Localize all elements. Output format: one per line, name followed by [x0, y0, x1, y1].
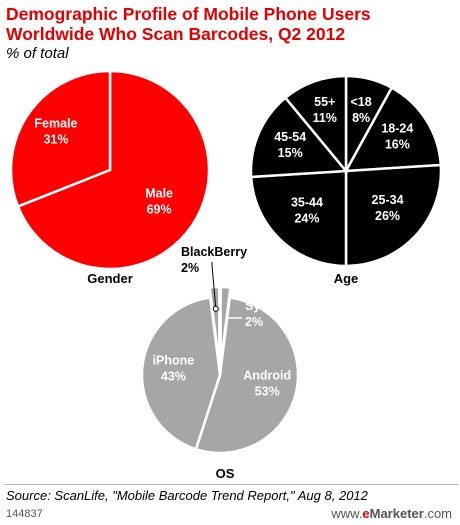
label-gender-male: Male	[145, 186, 173, 200]
value-os-symbian: 2%	[245, 315, 263, 329]
slice-gender-female	[9, 69, 112, 209]
chart-id: 144837	[6, 508, 43, 520]
label-age-2534: 25-34	[372, 193, 404, 207]
value-os-blackberry: 2%	[181, 261, 199, 275]
label-os-symbian: Symbian	[245, 299, 297, 313]
value-age-3544: 24%	[294, 212, 319, 226]
slice-os-android	[194, 296, 300, 455]
value-age-18: 8%	[352, 111, 370, 125]
value-gender-male: 69%	[147, 202, 172, 216]
slice-os-iphone	[140, 296, 222, 451]
label-age-3544: 35-44	[291, 196, 323, 210]
leader-blackberry	[211, 262, 217, 309]
label-gender-female: Female	[34, 116, 77, 130]
label-os-blackberry: BlackBerry	[181, 245, 247, 259]
chart-subtitle: % of total	[6, 45, 69, 62]
label-os-iphone: iPhone	[153, 354, 195, 368]
slice-age-2534	[344, 163, 443, 268]
label-age-1824: 18-24	[381, 121, 413, 135]
pie-title-age: Age	[334, 271, 359, 286]
brand-suffix: .com	[423, 506, 452, 521]
brand-name: Marketer	[369, 506, 424, 521]
footer-divider	[4, 484, 458, 485]
label-os-android: Android	[243, 369, 291, 383]
label-age-4554: 45-54	[274, 130, 306, 144]
value-os-iphone: 43%	[161, 370, 186, 384]
slice-age-55	[283, 74, 348, 175]
slice-age-4554	[249, 96, 349, 179]
label-age-18: <18	[351, 95, 372, 109]
brand-logo: www.eMarketer.com	[331, 506, 452, 521]
value-age-1824: 16%	[385, 137, 410, 151]
value-age-2534: 26%	[375, 209, 400, 223]
brand-e: e	[362, 506, 370, 521]
slice-age-3544	[249, 169, 348, 268]
value-age-4554: 15%	[278, 146, 303, 160]
brand-prefix: www.	[331, 506, 363, 521]
leader-dot-blackberry	[212, 305, 219, 312]
label-age-55: 55+	[314, 95, 335, 109]
value-gender-female: 31%	[43, 132, 68, 146]
pie-title-os: OS	[216, 466, 235, 481]
value-os-android: 53%	[255, 385, 280, 399]
pie-title-gender: Gender	[87, 271, 133, 286]
value-age-55: 11%	[313, 111, 337, 125]
slice-age-1824	[343, 86, 443, 173]
chart-title: Demographic Profile of Mobile Phone User…	[6, 4, 371, 44]
source-note: Source: ScanLife, "Mobile Barcode Trend …	[6, 488, 368, 503]
slice-gender-male	[16, 69, 211, 271]
